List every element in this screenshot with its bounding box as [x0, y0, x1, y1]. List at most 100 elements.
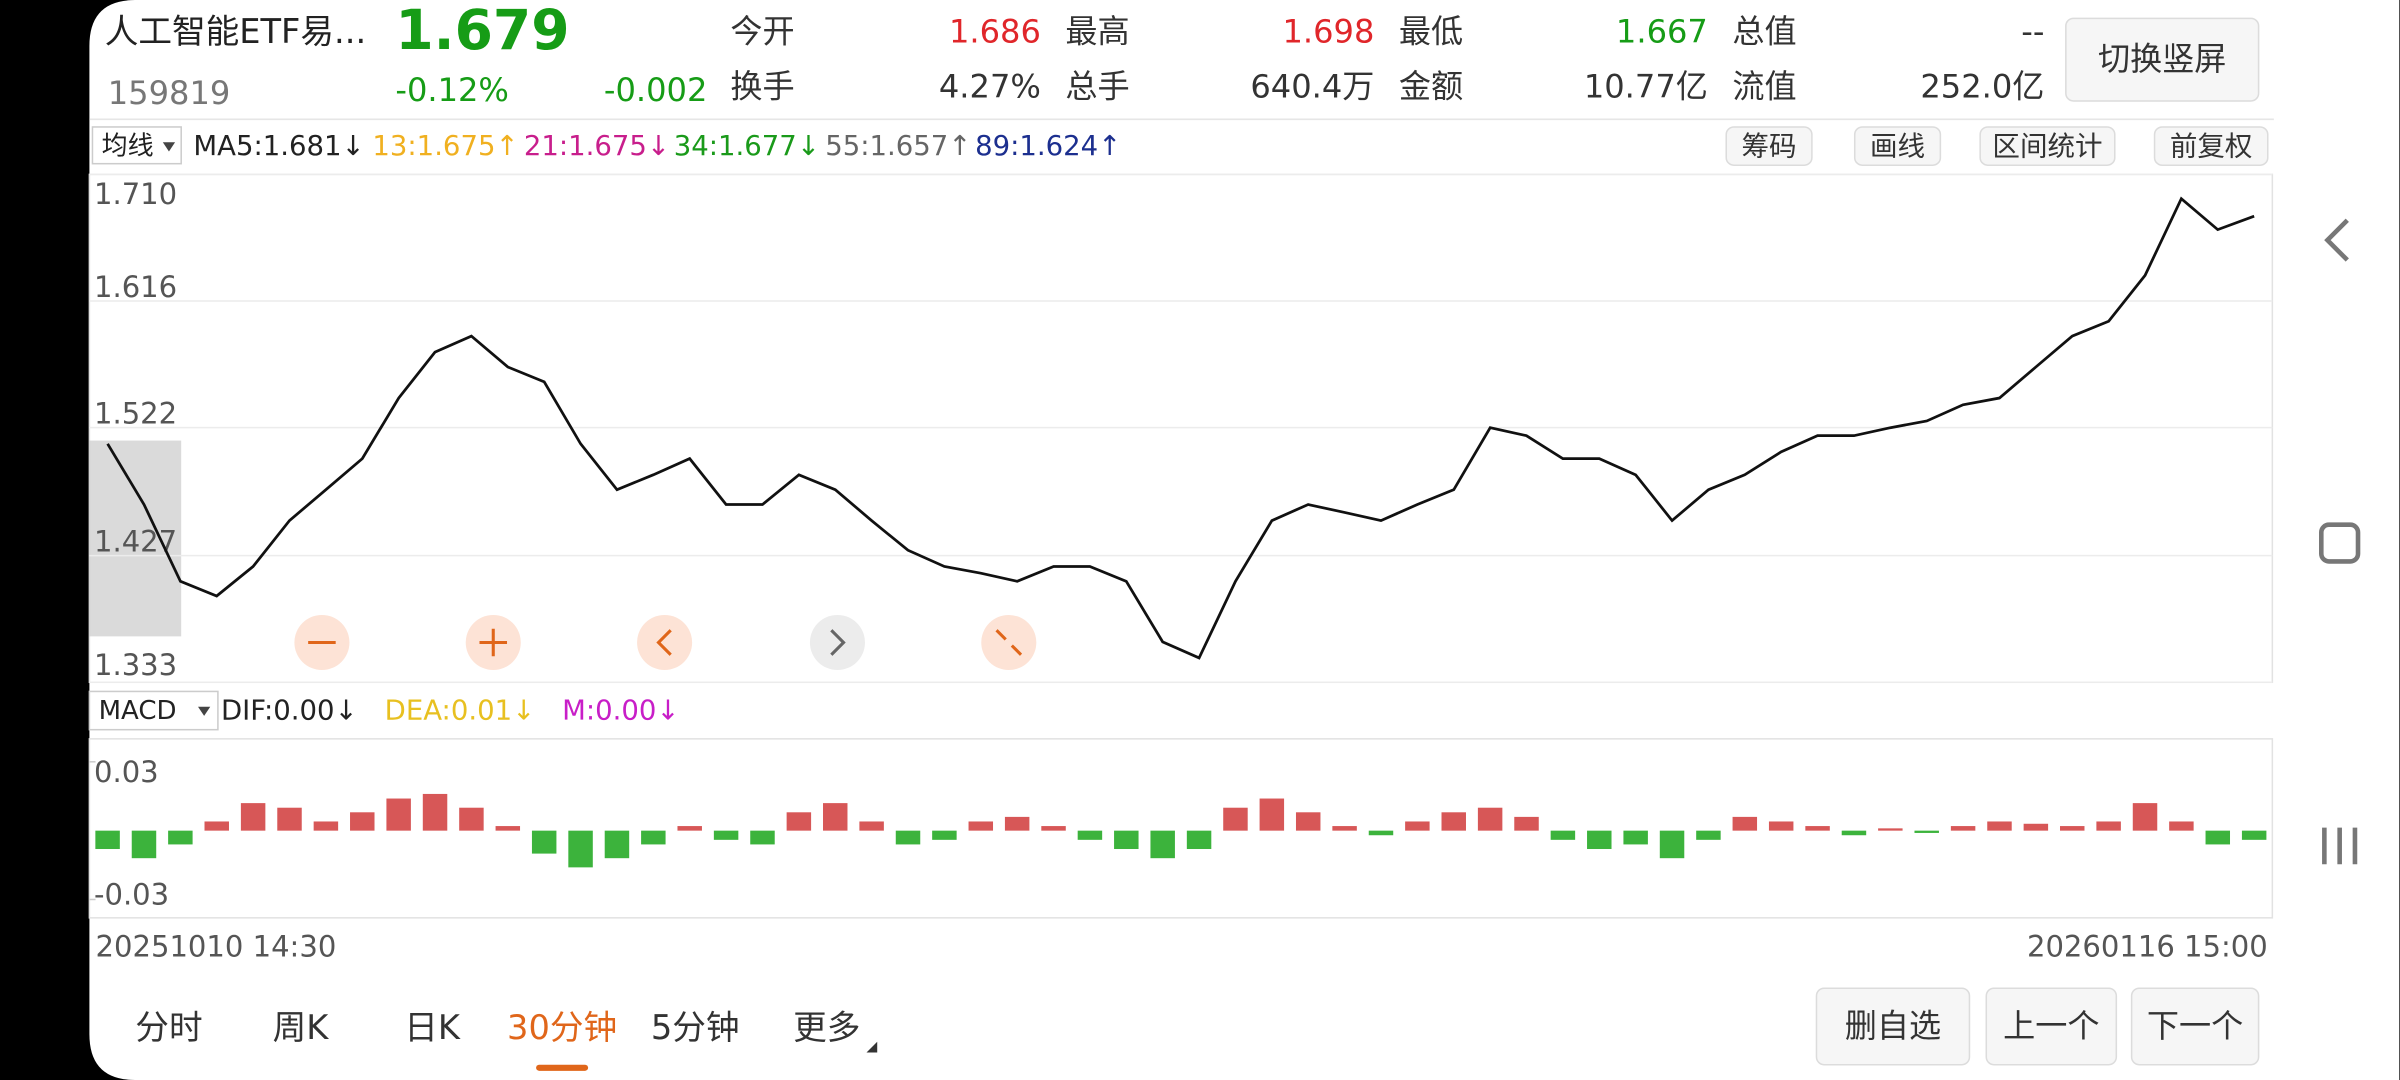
macd-bar: [95, 830, 120, 850]
scroll-right[interactable]: [809, 614, 865, 671]
y-tick-label: 1.333: [94, 648, 177, 682]
macd-bar: [204, 821, 229, 831]
chart-tool[interactable]: [2153, 126, 2269, 166]
macd-bar: [568, 830, 593, 868]
action-button-label: 删自选: [1845, 1007, 1941, 1045]
stat-label: 今开: [730, 13, 794, 51]
stat-label: 流值: [1732, 68, 1796, 106]
macd-bar: [1114, 830, 1139, 850]
last-price: 1.679: [395, 0, 569, 62]
macd-bar: [531, 830, 557, 854]
stat-label: 总手: [1065, 68, 1129, 106]
macd-bar: [1950, 826, 1976, 831]
nav-home[interactable]: [2319, 522, 2361, 564]
macd-bar: [1805, 826, 1830, 831]
macd-bar: [1295, 812, 1321, 831]
chart-tool[interactable]: [1853, 126, 1942, 166]
action-button[interactable]: [1815, 987, 1971, 1066]
macd-bar: [1914, 830, 1939, 833]
stat-label: 最低: [1399, 13, 1463, 51]
stat-label: 总值: [1732, 13, 1796, 51]
macd-bar: [895, 830, 921, 845]
security-name: 人工智能ETF易...: [105, 12, 366, 51]
y-tick-label: 1.522: [94, 396, 177, 430]
action-button-label: 下一个: [2147, 1007, 2243, 1045]
macd-bar: [2169, 821, 2194, 831]
macd-bar: [1659, 830, 1685, 859]
app-surface: [89, 0, 2400, 1080]
switch-orientation-label: 切换竖屏: [2098, 40, 2226, 78]
stat-value: 640.4万: [1250, 68, 1374, 106]
y-tick-label: 1.710: [94, 177, 177, 211]
chart-tool[interactable]: [1725, 126, 1813, 166]
period-tab: 分时: [135, 1008, 202, 1047]
macd-bar: [713, 830, 739, 840]
stat-label: 金额: [1399, 68, 1463, 106]
action-button[interactable]: [1985, 987, 2118, 1066]
nav-recents[interactable]: [2322, 827, 2358, 865]
macd-bar: [168, 830, 193, 845]
stat-label: 换手: [730, 68, 794, 106]
period-tab[interactable]: 更多: [793, 1008, 860, 1047]
macd-bar: [1004, 816, 1030, 831]
macd-bar: [823, 803, 848, 831]
macd-legend: DEA:0.01↓: [385, 694, 536, 726]
dropdown-arrow: [198, 706, 211, 716]
macd-bar: [677, 826, 702, 831]
macd-selector-label: MACD: [99, 696, 177, 726]
macd-bar: [2205, 830, 2231, 845]
scroll-left[interactable]: [637, 614, 693, 671]
macd-bar: [2096, 821, 2121, 831]
reset-zoom[interactable]: [981, 614, 1037, 671]
security-code: 159819: [108, 74, 231, 112]
macd-bar: [786, 812, 812, 831]
macd-bar: [1623, 830, 1648, 845]
y-tick-label: 1.616: [94, 270, 177, 304]
tab-indicator: [536, 1064, 589, 1071]
y-tick-label: -0.03: [94, 877, 169, 911]
macd-selector[interactable]: [88, 690, 219, 731]
macd-bar: [386, 798, 411, 831]
macd-bar: [459, 807, 484, 831]
macd-bar: [1332, 826, 1357, 831]
macd-bar: [240, 803, 266, 831]
stat-value: 1.698: [1282, 13, 1374, 51]
macd-bar: [2060, 826, 2085, 831]
content: 人工智能ETF易... 1.679 159819 -0.12% -0.002 切换竖屏 今开…: [88, 0, 2273, 1071]
macd-bar: [1987, 821, 2012, 831]
action-button[interactable]: [2130, 987, 2260, 1066]
y-tick-label: 1.427: [94, 524, 177, 558]
change-pct: -0.12%: [395, 71, 509, 109]
macd-bar: [932, 830, 957, 840]
macd-bar: [2241, 830, 2267, 840]
stat-value: --: [2021, 13, 2044, 51]
macd-bar: [1878, 828, 1903, 831]
macd-bar: [1696, 830, 1721, 840]
macd-bar: [1041, 826, 1066, 831]
chart-tool[interactable]: [1979, 126, 2116, 166]
macd-bar: [1477, 807, 1503, 831]
dropdown-arrow: [162, 142, 176, 152]
macd-bar: [313, 821, 339, 831]
macd-bar: [1732, 816, 1758, 831]
stat-label: 最高: [1065, 13, 1129, 51]
macd-bar: [1223, 807, 1248, 831]
ma-legend: 34:1.677↓: [674, 130, 820, 162]
macd-bar: [350, 812, 375, 831]
nav-back[interactable]: [2324, 218, 2349, 262]
macd-bar: [422, 793, 448, 831]
switch-orientation[interactable]: [2065, 17, 2260, 102]
ma-legend: 13:1.675↑: [372, 130, 518, 162]
macd-bar: [641, 830, 666, 845]
macd-bar: [1587, 830, 1612, 850]
period-tab: 日K: [404, 1008, 461, 1047]
macd-bar: [2132, 803, 2158, 831]
chart-tool-label: 筹码: [1742, 131, 1797, 163]
macd-bar: [1514, 816, 1539, 831]
macd-bar: [1186, 830, 1212, 850]
ma-legend: 55:1.657↑: [825, 130, 971, 162]
macd-bar: [859, 821, 884, 831]
macd-legend: DIF:0.00↓: [221, 694, 358, 726]
